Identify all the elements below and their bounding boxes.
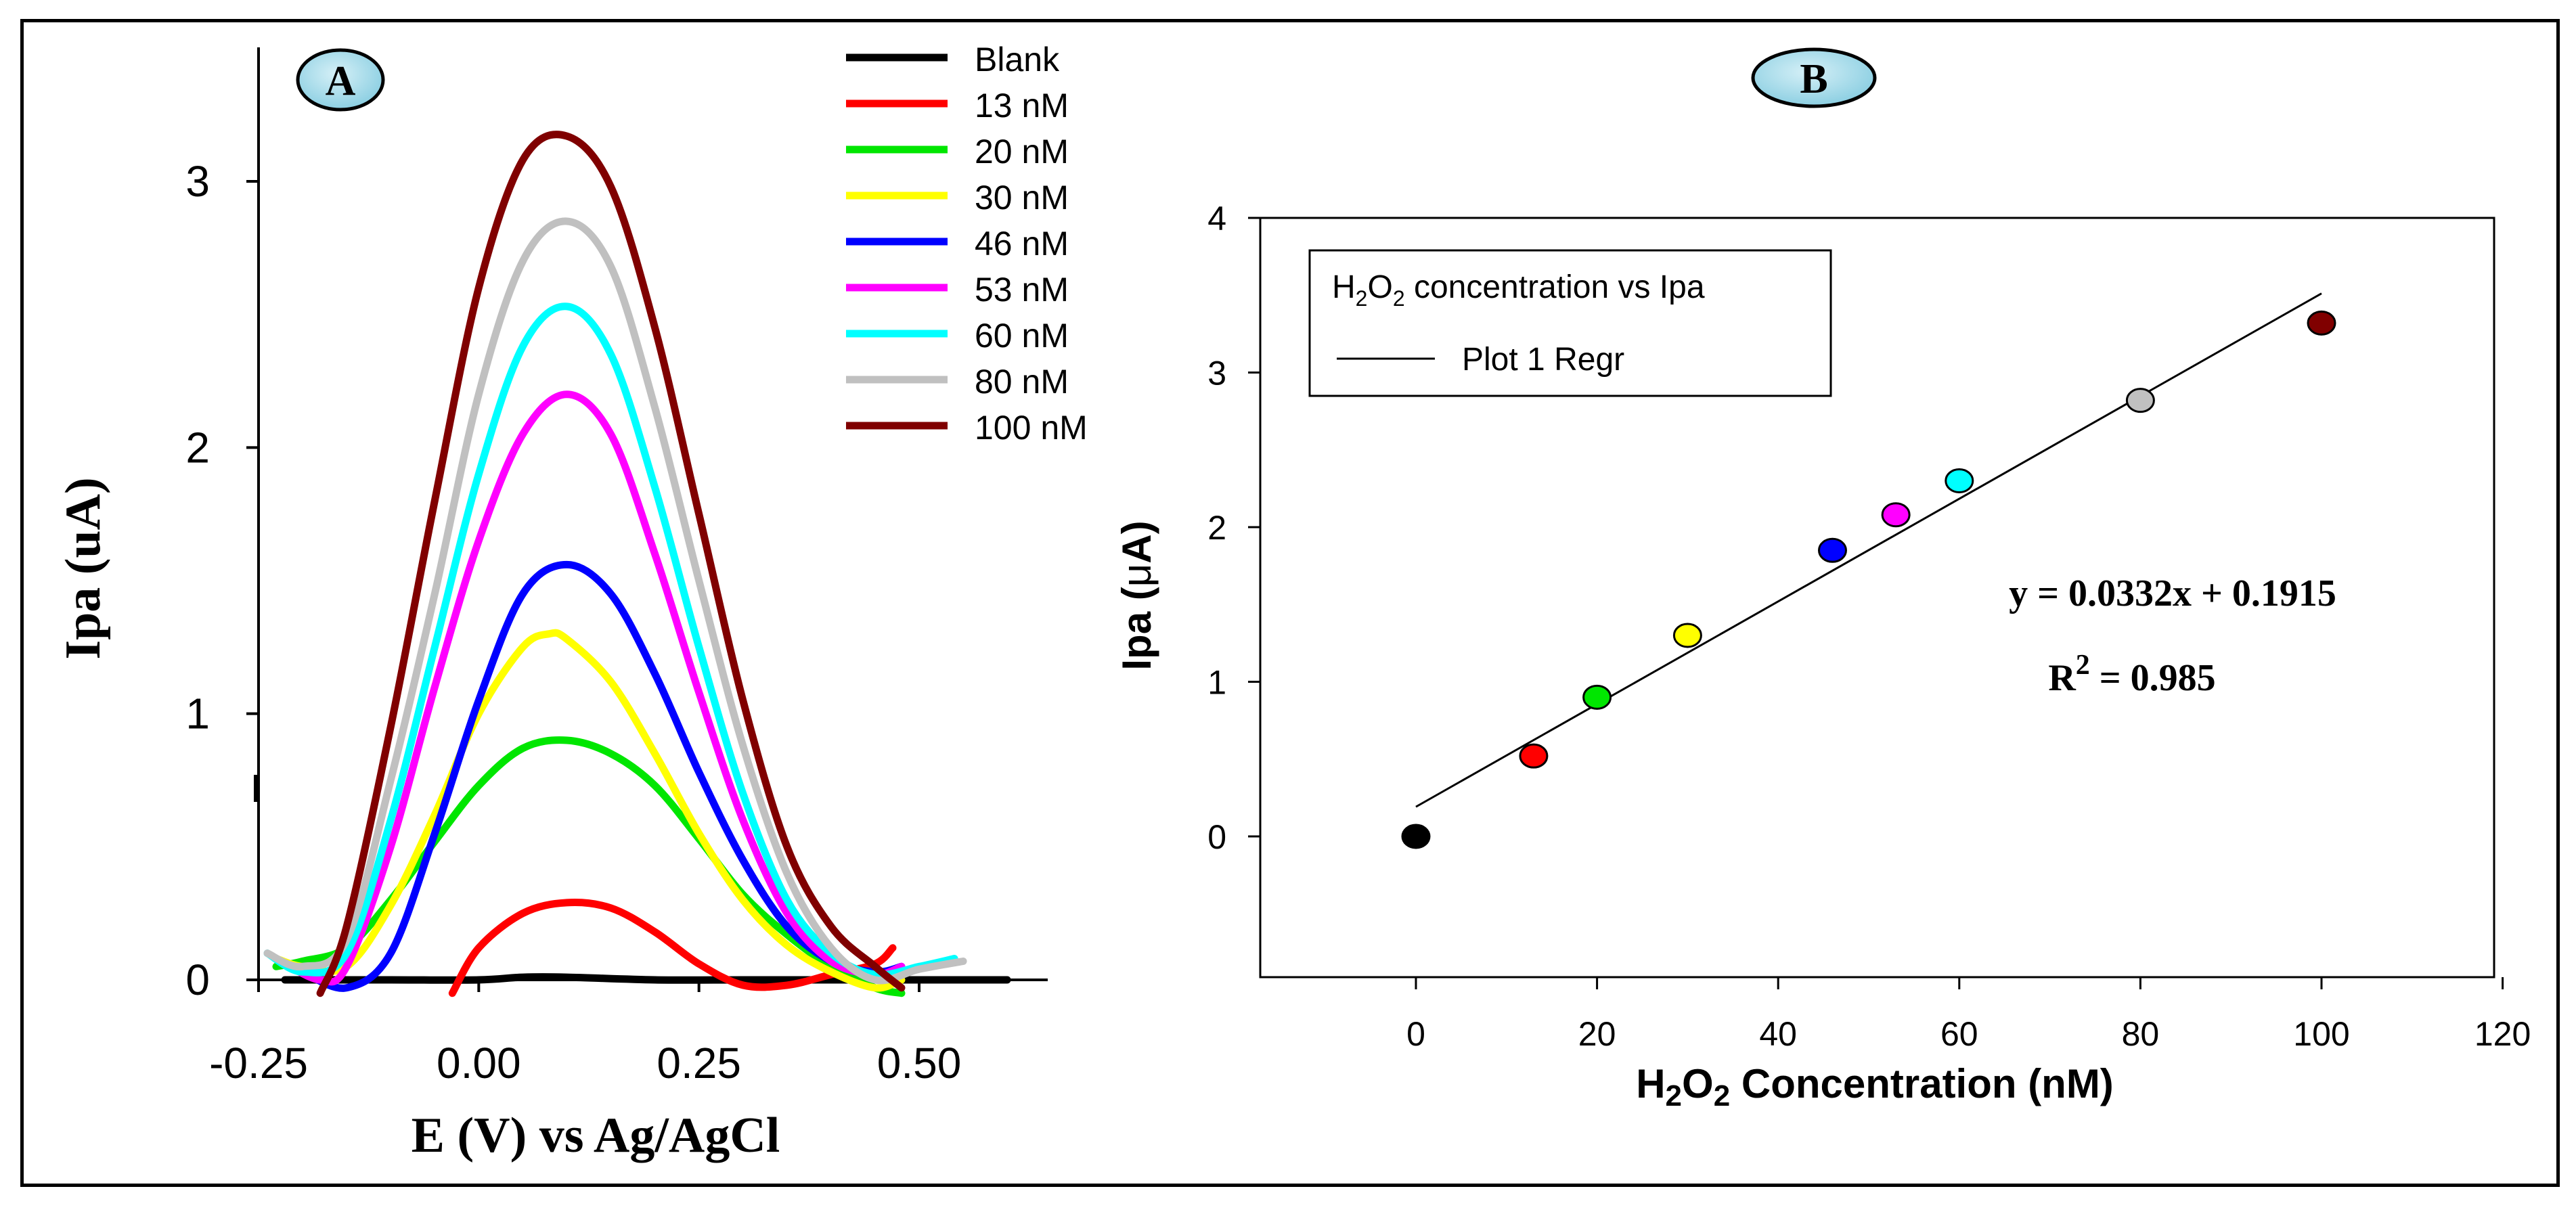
panel-b-r-squared: R2 = 0.985 [2048,650,2215,699]
panel-a-legend-label: 53 nM [975,271,1069,309]
panel-b-y-tick-label: 0 [1207,818,1226,856]
panel-a-curve-20-nm [272,736,906,997]
panel-a-legend: Blank 13 nM 20 nM 30 nM 46 nM 53 nM 60 nM 80 nM… [846,41,1088,447]
panel-b-regression-line [1415,292,2322,808]
panel-b-legend-box [1308,249,1832,397]
panel-b-x-tick-label: 40 [1759,1015,1797,1053]
panel-a-curves [263,131,1011,997]
panel-a-legend-label: 30 nM [975,179,1069,217]
panel-b-points [1401,310,2336,849]
panel-a-badge-label: A [326,58,356,104]
panel-a-curve-80-nm [263,217,967,985]
panel-b-x-tick-label: 100 [2293,1015,2349,1053]
panel-a-y-tick-label: 2 [185,423,210,472]
panel-b-legend: H2O2 concentration vs Ipa Plot 1 Regr [1308,249,1832,397]
panel-a: -0.25 0.00 0.25 0.50 0 1 2 3 A E (V) vs Ag/AgCl… [55,41,1088,1163]
panel-b-badge-label: B [1800,56,1827,102]
panel-b-legend-title: H2O2 concentration vs Ipa [1332,269,1705,311]
panel-b-y-tick-label: 1 [1207,664,1226,702]
panel-b-x-tick-label: 20 [1578,1015,1616,1053]
panel-b-data-point [1881,502,1911,528]
panel-a-curve-53-nm [281,390,906,986]
panel-b-data-point [1945,468,1974,493]
panel-b-y-tick-label: 3 [1207,355,1226,392]
panel-a-x-tick-label: 0.50 [877,1039,962,1087]
panel-b-data-point [1582,684,1612,710]
panel-b-data-point [2125,388,2155,413]
panel-a-legend-label: 80 nM [975,363,1069,401]
panel-a-x-tick-label: 0.00 [437,1039,521,1087]
panel-a-y-tick-label: 1 [185,690,210,738]
panel-a-curve-30-nm [272,629,906,992]
panel-a-curve-100-nm [316,131,906,997]
panel-a-y-axis-label: Ipa (uA) [55,477,111,659]
panel-a-legend-label: 100 nM [975,409,1088,447]
panel-b-data-point [1672,623,1702,648]
panel-b-badge: B [1751,47,1877,108]
panel-b-x-tick-label: 0 [1406,1015,1425,1053]
panel-a-legend-label: 46 nM [975,225,1069,263]
panel-b-regression [1415,292,2322,808]
panel-a-x-tick-label: 0.25 [657,1039,741,1087]
panel-b-ticks: 0 20 40 60 80 100 120 0 1 2 3 4 [1207,200,2531,1053]
panel-b-x-tick-label: 60 [1940,1015,1978,1053]
panel-b-y-axis-label: Ipa (μA) [1114,520,1159,670]
panel-a-y-tick-label: 0 [185,956,210,1004]
panel-b-y-tick-label: 4 [1207,200,1226,238]
panel-b-data-point [1817,537,1847,563]
panel-a-badge-shape [296,48,385,112]
panel-a-curve-46-nm [298,560,906,992]
panel-a-y-tick-label: 3 [185,157,210,206]
panel-b-x-tick-label: 120 [2474,1015,2531,1053]
panel-b-data-point [2307,310,2336,336]
panel-b-equation: y = 0.0332x + 0.1915 [2009,572,2336,614]
panel-b-data-point [1519,743,1549,769]
panel-b-plot-frame [1259,217,2495,979]
panel-b-x-axis-label: H2O2 Concentration (nM) [1636,1061,2114,1112]
panel-a-legend-label: Blank [975,41,1060,78]
panel-b-badge-shape [1751,47,1877,108]
panel-a-legend-label: 60 nM [975,317,1069,355]
panel-a-curve-60-nm [263,302,958,979]
panel-a-badge: A [296,48,385,112]
panel-b-x-tick-label: 80 [2122,1015,2160,1053]
panel-a-ticks: -0.25 0.00 0.25 0.50 0 1 2 3 [185,157,961,1087]
panel-b-data-point [1401,824,1431,849]
panel-b: 0 20 40 60 80 100 120 0 1 2 3 4 B H2O2 concentratio… [1114,47,2531,1112]
panel-a-legend-label: 13 nM [975,87,1069,125]
figure-frame [20,19,2560,1187]
panel-a-x-axis-label: E (V) vs Ag/AgCl [412,1108,780,1163]
panel-a-legend-label: 20 nM [975,133,1069,171]
panel-a-x-tick-label: -0.25 [209,1039,308,1087]
panel-b-y-tick-label: 2 [1207,509,1226,547]
panel-b-legend-line-label: Plot 1 Regr [1462,342,1624,378]
